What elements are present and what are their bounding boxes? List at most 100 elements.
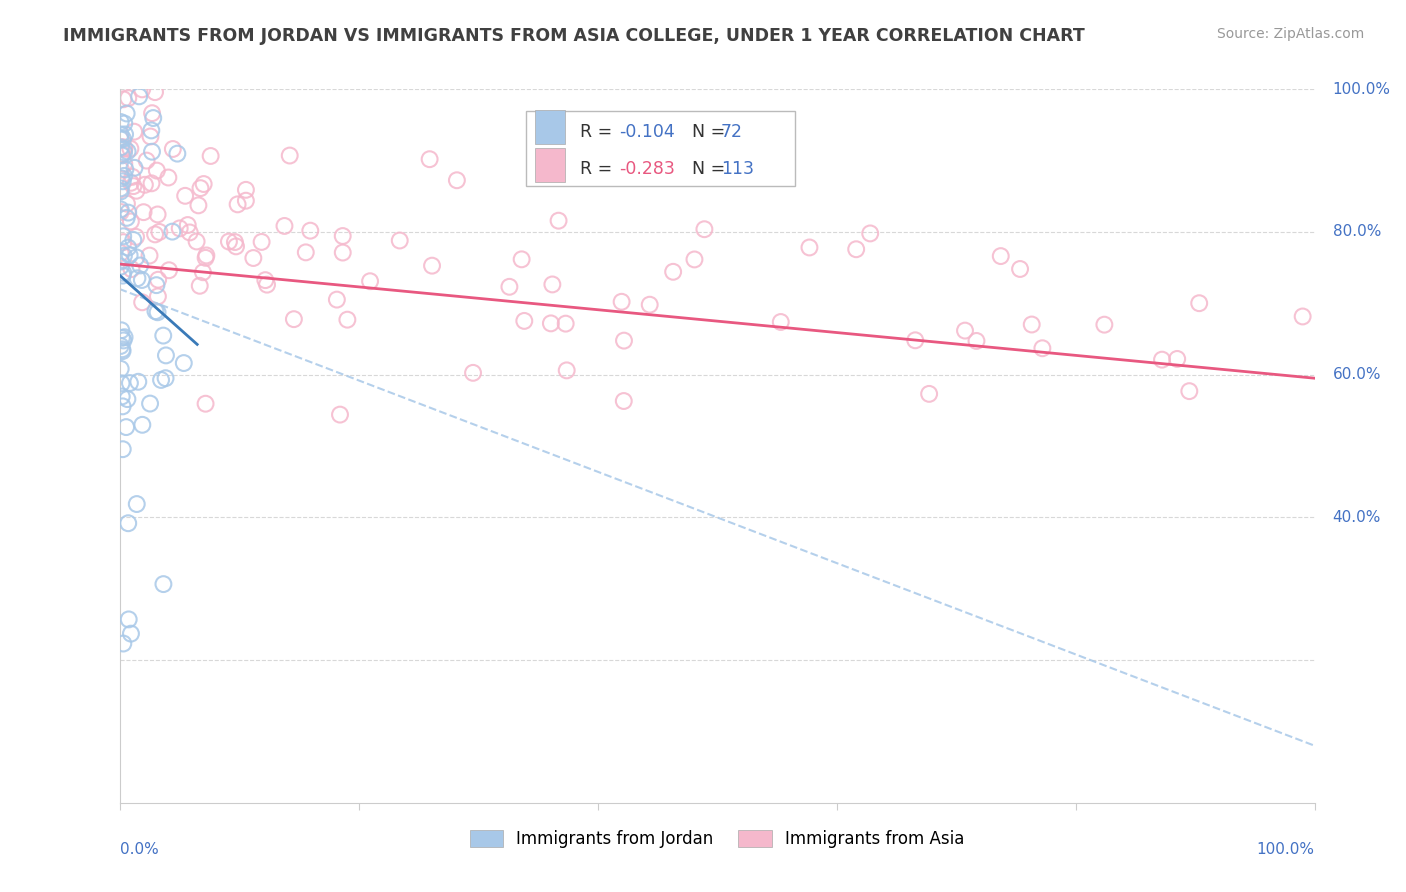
Point bbox=[128, 89, 150, 103]
Text: 80.0%: 80.0% bbox=[1333, 225, 1381, 239]
Point bbox=[283, 312, 305, 326]
Point bbox=[114, 162, 136, 177]
Point bbox=[112, 229, 135, 244]
Point bbox=[235, 194, 257, 208]
Text: 100.0%: 100.0% bbox=[1333, 82, 1391, 96]
Point bbox=[1092, 318, 1115, 332]
Point bbox=[162, 142, 184, 156]
Point bbox=[110, 171, 132, 186]
Point bbox=[799, 240, 821, 254]
Point bbox=[112, 157, 135, 171]
Text: Source: ZipAtlas.com: Source: ZipAtlas.com bbox=[1216, 27, 1364, 41]
Point bbox=[250, 235, 273, 249]
Point bbox=[114, 330, 136, 344]
Text: R =: R = bbox=[579, 122, 617, 141]
Point bbox=[146, 207, 169, 221]
Point bbox=[122, 179, 145, 194]
Point bbox=[254, 273, 277, 287]
Point bbox=[169, 221, 191, 235]
Point bbox=[1188, 296, 1211, 310]
Point bbox=[114, 128, 136, 142]
Point bbox=[110, 115, 132, 129]
Point bbox=[336, 312, 359, 326]
Point bbox=[132, 205, 155, 219]
Point bbox=[111, 343, 134, 357]
Point bbox=[112, 334, 135, 348]
Point bbox=[146, 273, 169, 287]
Point bbox=[332, 245, 354, 260]
Point bbox=[638, 298, 661, 312]
Point bbox=[420, 259, 443, 273]
Point bbox=[148, 225, 170, 239]
Point bbox=[554, 317, 576, 331]
Point bbox=[125, 497, 148, 511]
Point bbox=[1021, 318, 1043, 332]
Point bbox=[111, 174, 134, 188]
Point bbox=[194, 251, 217, 265]
Point bbox=[187, 198, 209, 212]
Point bbox=[110, 202, 132, 217]
Point bbox=[966, 334, 988, 348]
Point bbox=[112, 92, 135, 106]
Point bbox=[117, 205, 139, 219]
Point bbox=[193, 177, 215, 191]
Point bbox=[918, 387, 941, 401]
Point bbox=[555, 363, 578, 377]
Point bbox=[110, 132, 132, 146]
Point bbox=[226, 197, 249, 211]
Point bbox=[162, 225, 184, 239]
Point bbox=[332, 229, 354, 244]
Point bbox=[125, 230, 148, 244]
Point bbox=[693, 222, 716, 236]
Point bbox=[118, 248, 141, 262]
Point bbox=[174, 189, 197, 203]
Point bbox=[143, 85, 166, 99]
Point bbox=[112, 636, 135, 650]
Point bbox=[131, 82, 153, 96]
Point bbox=[256, 277, 278, 292]
Point bbox=[235, 183, 257, 197]
Point bbox=[110, 162, 132, 177]
Point bbox=[152, 577, 174, 591]
Point bbox=[145, 304, 167, 318]
Point bbox=[131, 273, 153, 287]
Point bbox=[111, 268, 134, 283]
Point bbox=[111, 148, 134, 162]
Point bbox=[1166, 351, 1188, 366]
Point bbox=[117, 241, 139, 255]
Point bbox=[138, 248, 160, 262]
Point bbox=[117, 516, 139, 531]
Point bbox=[157, 263, 180, 277]
Point bbox=[120, 176, 142, 190]
Point bbox=[541, 277, 564, 292]
Point bbox=[419, 152, 441, 166]
Point bbox=[125, 251, 148, 265]
Point bbox=[112, 142, 135, 156]
Point bbox=[510, 252, 533, 267]
Point bbox=[547, 213, 569, 227]
Point bbox=[115, 196, 138, 211]
Text: 40.0%: 40.0% bbox=[1333, 510, 1381, 524]
Text: N =: N = bbox=[682, 160, 731, 178]
Point bbox=[135, 153, 157, 168]
Point bbox=[112, 132, 135, 146]
Point bbox=[388, 234, 411, 248]
Point bbox=[498, 280, 520, 294]
Point bbox=[186, 235, 208, 249]
Point bbox=[127, 375, 149, 389]
Point bbox=[117, 392, 139, 406]
Point bbox=[191, 265, 214, 279]
Point bbox=[146, 163, 169, 178]
Point bbox=[110, 254, 132, 268]
Point bbox=[111, 400, 134, 414]
Point bbox=[146, 305, 169, 319]
Point bbox=[446, 173, 468, 187]
Point bbox=[112, 249, 135, 263]
Text: R =: R = bbox=[579, 160, 617, 178]
Point bbox=[613, 334, 636, 348]
Point bbox=[134, 178, 156, 192]
Point bbox=[110, 140, 132, 154]
Point bbox=[122, 233, 145, 247]
Point bbox=[224, 235, 246, 249]
Point bbox=[115, 420, 138, 434]
